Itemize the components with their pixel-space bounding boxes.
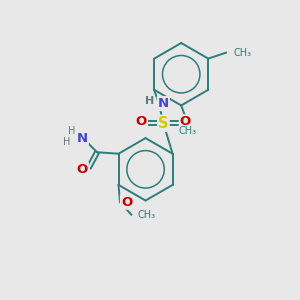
Text: O: O	[180, 115, 191, 128]
Text: O: O	[76, 163, 88, 176]
Text: N: N	[77, 132, 88, 146]
Text: O: O	[121, 196, 132, 209]
Text: CH₃: CH₃	[179, 126, 197, 136]
Text: H: H	[68, 126, 75, 136]
Text: CH₃: CH₃	[233, 48, 252, 58]
Text: H: H	[63, 137, 70, 147]
Text: O: O	[136, 115, 147, 128]
Text: N: N	[158, 97, 169, 110]
Text: CH₃: CH₃	[137, 210, 155, 220]
Text: S: S	[158, 116, 169, 131]
Text: H: H	[145, 96, 154, 106]
